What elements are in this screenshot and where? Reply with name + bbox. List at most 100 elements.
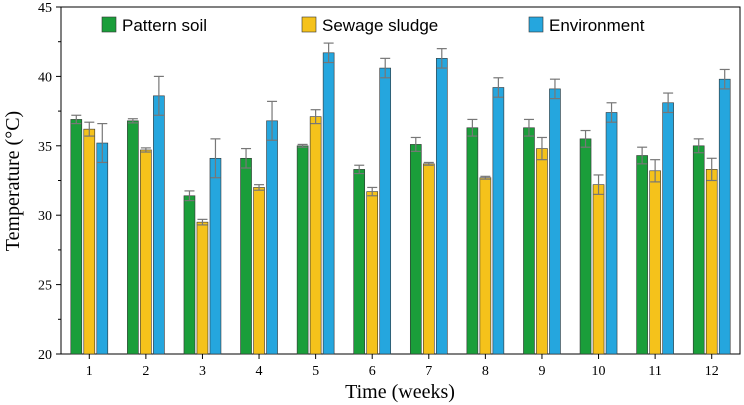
x-tick-label-4: 4: [256, 364, 263, 379]
error-bar-environment-week-10: [606, 102, 617, 123]
bar-sewage-sludge-week-11: [649, 170, 661, 355]
bar-sewage-sludge-week-12: [705, 169, 718, 355]
x-tick-label-5: 5: [312, 364, 319, 379]
bar-pattern-soil-week-8: [466, 127, 479, 355]
bar-environment-week-3: [209, 157, 222, 355]
x-tick-label-11: 11: [648, 364, 661, 379]
bar-environment-week-1: [96, 142, 109, 355]
bar-sewage-sludge-week-3: [196, 221, 209, 355]
legend-item-sewage-sludge: Sewage sludge: [301, 16, 438, 35]
y-tick-label-40: 40: [38, 70, 52, 85]
bar-environment-week-9: [549, 88, 561, 355]
error-bar-pattern-soil-week-6: [354, 164, 365, 175]
error-bar-environment-week-8: [493, 77, 504, 98]
bar-sewage-sludge-week-6: [366, 191, 379, 355]
bar-sewage-sludge-week-9: [536, 148, 548, 355]
error-bar-pattern-soil-week-9: [523, 118, 534, 137]
x-tick-label-7: 7: [425, 364, 432, 379]
y-tick-label-45: 45: [38, 1, 52, 16]
bar-environment-week-12: [718, 78, 731, 355]
bar-pattern-soil-week-3: [183, 195, 196, 355]
x-tick-label-10: 10: [592, 364, 606, 379]
y-tick-label-25: 25: [38, 279, 52, 294]
bar-sewage-sludge-week-8: [479, 177, 492, 355]
bars-layer: [70, 52, 731, 355]
error-bar-sewage-sludge-week-7: [423, 161, 434, 166]
bar-pattern-soil-week-7: [409, 144, 422, 355]
error-bar-pattern-soil-week-2: [127, 118, 138, 124]
error-bar-pattern-soil-week-7: [410, 136, 421, 152]
legend-item-pattern-soil: Pattern soil: [101, 16, 207, 35]
y-axis-title: Temperature (°C): [2, 111, 24, 251]
error-bar-environment-week-7: [436, 48, 447, 69]
bar-pattern-soil-week-10: [579, 138, 592, 355]
y-axis: 20 25 30 35 40 45: [38, 1, 61, 363]
bar-environment-week-5: [322, 52, 335, 355]
bar-pattern-soil-week-1: [70, 119, 83, 355]
bar-environment-week-4: [266, 120, 278, 355]
error-bar-sewage-sludge-week-4: [254, 184, 265, 191]
error-bar-pattern-soil-week-1: [71, 114, 82, 125]
x-tick-label-2: 2: [142, 364, 149, 379]
error-bar-environment-week-6: [380, 57, 391, 79]
error-bar-sewage-sludge-week-8: [480, 175, 491, 180]
error-bar-sewage-sludge-week-1: [84, 121, 95, 137]
legend-swatch: [101, 16, 117, 33]
bar-pattern-soil-week-4: [240, 157, 252, 355]
bar-pattern-soil-week-9: [523, 127, 535, 355]
bar-pattern-soil-week-12: [692, 145, 705, 355]
bar-environment-week-10: [605, 112, 618, 355]
x-tick-label-12: 12: [705, 364, 719, 379]
error-bar-sewage-sludge-week-10: [593, 174, 604, 195]
bar-sewage-sludge-week-7: [422, 163, 435, 355]
legend-label: Sewage sludge: [322, 16, 438, 35]
bar-pattern-soil-week-2: [127, 120, 139, 355]
error-bar-sewage-sludge-week-2: [140, 147, 151, 153]
error-bar-pattern-soil-week-3: [184, 190, 195, 202]
x-tick-label-1: 1: [86, 364, 93, 379]
bar-sewage-sludge-week-1: [83, 128, 96, 355]
error-bar-pattern-soil-week-11: [637, 146, 648, 165]
legend-label: Environment: [549, 16, 645, 35]
x-axis: 1 2 3 4 5 6 7 8 9 10 11 12: [86, 354, 719, 379]
error-bar-sewage-sludge-week-9: [536, 136, 547, 161]
error-bar-pattern-soil-week-8: [467, 118, 478, 137]
error-bar-sewage-sludge-week-11: [650, 159, 661, 183]
x-axis-title: Time (weeks): [345, 381, 455, 403]
bar-environment-week-2: [153, 95, 165, 355]
bar-environment-week-8: [492, 87, 505, 355]
error-bar-sewage-sludge-week-12: [706, 157, 717, 182]
bar-pattern-soil-week-6: [353, 169, 366, 355]
error-bar-pattern-soil-week-4: [241, 147, 252, 169]
bar-pattern-soil-week-11: [636, 155, 648, 355]
y-tick-label-20: 20: [38, 348, 52, 363]
error-bar-environment-week-12: [719, 68, 730, 90]
bar-sewage-sludge-week-2: [140, 149, 152, 355]
bar-environment-week-7: [435, 58, 448, 355]
error-bar-pattern-soil-week-5: [297, 143, 308, 148]
error-bar-environment-week-3: [210, 138, 221, 179]
error-bar-environment-week-1: [97, 122, 108, 164]
error-bar-environment-week-4: [267, 100, 278, 141]
y-tick-label-30: 30: [38, 209, 52, 224]
x-tick-label-3: 3: [199, 364, 206, 379]
error-bar-pattern-soil-week-10: [580, 129, 591, 148]
bar-sewage-sludge-week-4: [253, 187, 265, 355]
error-bar-environment-week-2: [153, 75, 164, 116]
legend-swatch: [528, 16, 544, 33]
error-bar-environment-week-5: [323, 42, 334, 64]
error-bar-environment-week-11: [663, 92, 674, 114]
y-tick-label-35: 35: [38, 140, 52, 155]
error-bars-layer: [71, 42, 730, 226]
error-bar-sewage-sludge-week-6: [367, 186, 378, 197]
error-bar-environment-week-9: [549, 78, 560, 100]
x-tick-label-9: 9: [538, 364, 545, 379]
bar-sewage-sludge-week-5: [309, 116, 322, 355]
bar-environment-week-6: [379, 67, 392, 355]
error-bar-sewage-sludge-week-5: [310, 109, 321, 125]
error-bar-sewage-sludge-week-3: [197, 218, 208, 226]
legend-swatch: [301, 16, 317, 33]
legend: Pattern soil Sewage sludge Environment: [101, 16, 645, 35]
legend-item-environment: Environment: [528, 16, 645, 35]
